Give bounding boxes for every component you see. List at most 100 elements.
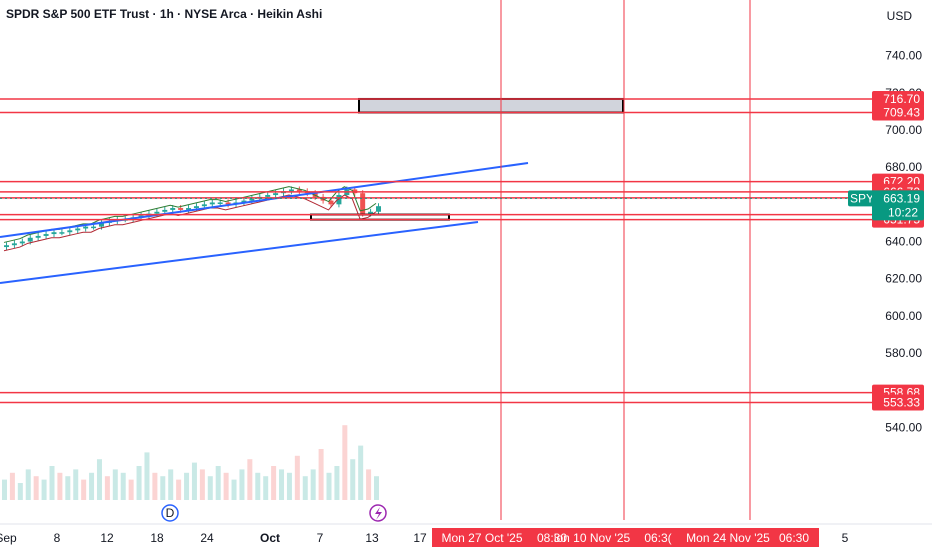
x-tick-label: 18 <box>150 531 164 545</box>
volume-bar <box>128 479 134 500</box>
volume-bar <box>334 466 340 500</box>
volume-bar <box>176 479 182 500</box>
x-tick-label: 13 <box>365 531 379 545</box>
candle-body <box>27 237 33 242</box>
y-tick-label: 540.00 <box>885 420 922 434</box>
level-label-box <box>872 394 924 411</box>
current-price-label: 663.19 <box>883 191 920 205</box>
level-label-box <box>872 90 924 107</box>
x-tick-label: 5 <box>842 531 849 545</box>
volume-bar <box>302 476 308 500</box>
x-tick-label: 7 <box>317 531 324 545</box>
volume-bar <box>49 466 55 500</box>
volume-bar <box>207 476 213 500</box>
volume-bar <box>2 479 7 500</box>
volume-bar <box>184 472 190 500</box>
volume-bar <box>358 445 364 500</box>
level-label: 716.70 <box>883 92 920 106</box>
x-tick-label: 8 <box>54 531 61 545</box>
base-line <box>3 194 377 252</box>
time-label: 06:3( <box>644 531 671 545</box>
channel-upper-line <box>0 162 529 238</box>
volume-bar <box>279 469 285 500</box>
chart-title: SPDR S&P 500 ETF Trust · 1h · NYSE Arca … <box>6 7 323 21</box>
candle-body <box>217 202 223 204</box>
y-tick-label: 680.00 <box>885 160 922 174</box>
candle-body <box>98 222 104 227</box>
volume-bar <box>271 466 277 500</box>
candle-body <box>162 209 168 212</box>
dividend-marker-icon <box>161 504 179 522</box>
level-label: 553.33 <box>883 396 920 410</box>
symbol-label: SPY <box>850 191 874 205</box>
candle-body <box>75 228 81 231</box>
volume-bar <box>152 472 158 500</box>
symbol-badge <box>848 190 876 207</box>
dividend-marker-letter: D <box>166 506 175 520</box>
volume-bar <box>33 476 39 500</box>
volume-bar <box>286 472 292 500</box>
volume-bar <box>81 479 87 500</box>
y-tick-label: 580.00 <box>885 346 922 360</box>
candle-body <box>209 202 215 205</box>
x-tick-label: 17 <box>413 531 427 545</box>
volume-bar <box>144 452 150 500</box>
time-label: ion 10 Nov '25 <box>554 531 631 545</box>
candle-body <box>35 235 41 238</box>
y-tick-label: 740.00 <box>885 49 922 63</box>
volume-bar <box>215 466 221 500</box>
x-tick-label: 12 <box>100 531 114 545</box>
volume-bar <box>223 472 229 500</box>
price-badge <box>872 190 924 221</box>
volume-bar <box>239 469 245 500</box>
candle-body <box>225 202 231 205</box>
candle-body <box>59 232 65 234</box>
candle-body <box>273 193 279 196</box>
volume-bar <box>318 449 324 500</box>
candle-body <box>201 204 207 207</box>
candle-body <box>241 200 247 203</box>
time-label: Mon 27 Oct '25 <box>442 531 523 545</box>
candle-body <box>360 193 366 214</box>
candle-body <box>368 211 374 214</box>
volume-bar <box>366 469 372 500</box>
volume-bar <box>120 472 126 500</box>
x-tick-label: Oct <box>260 531 280 545</box>
volume-bar <box>25 469 31 500</box>
x-tick-label: 24 <box>200 531 214 545</box>
candle-body <box>296 189 302 192</box>
volume-bar <box>112 469 118 500</box>
volume-bar <box>65 476 71 500</box>
volume-bar <box>342 425 348 500</box>
volume-bar <box>96 459 102 500</box>
y-tick-label: 700.00 <box>885 123 922 137</box>
y-tick-label: 600.00 <box>885 309 922 323</box>
candle-body <box>154 211 160 214</box>
candle-body <box>91 226 97 229</box>
channel-lower-line <box>0 221 479 284</box>
volume-bar <box>89 472 95 500</box>
volume-bar <box>255 472 261 500</box>
level-label: 709.43 <box>883 105 920 119</box>
lightning-icon <box>375 507 382 520</box>
volume-bar <box>326 472 332 500</box>
time-label-strip <box>432 528 819 547</box>
candle-body <box>83 226 89 229</box>
volume-bar <box>57 472 63 500</box>
level-label-box <box>872 104 924 121</box>
candle-body <box>170 208 176 210</box>
time-label: 08:30 <box>537 531 567 545</box>
candle-body <box>67 230 73 233</box>
volume-bar <box>104 476 110 500</box>
candle-body <box>249 198 255 201</box>
candle-body <box>178 208 184 210</box>
time-label: Mon 24 Nov '25 <box>686 531 770 545</box>
currency-label[interactable]: USD <box>886 9 912 23</box>
volume-bar <box>231 479 237 500</box>
volume-bar <box>191 462 197 500</box>
volume-bar <box>41 479 47 500</box>
volume-bar <box>73 469 79 500</box>
candle-body <box>288 189 294 192</box>
